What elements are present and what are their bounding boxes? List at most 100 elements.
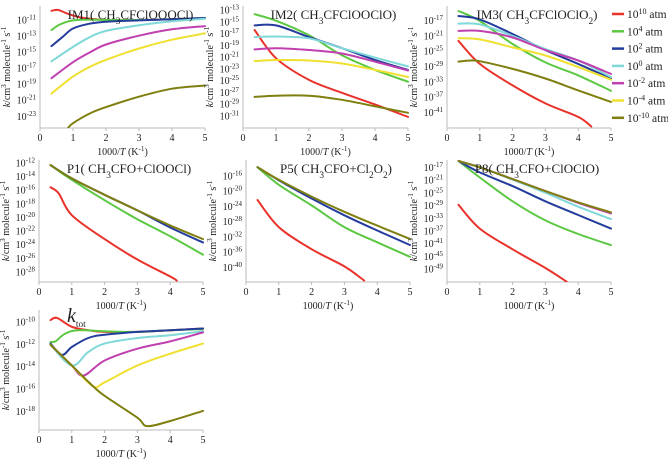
title-part: IM1( CH <box>68 7 116 22</box>
series-1e10-atm <box>49 186 178 282</box>
y-tick-exponent: -25 <box>434 186 444 194</box>
x-tick-label: 0 <box>241 133 246 144</box>
y-tick-exponent: -33 <box>434 212 444 220</box>
y-tick-label: 10-24 <box>223 200 243 213</box>
y-label-part: 3 <box>407 238 415 242</box>
x-tick-label: 3 <box>543 287 548 298</box>
y-tick-exponent: -49 <box>434 263 444 271</box>
y-tick-label: 10-17 <box>424 14 444 27</box>
legend-label: 102 atm <box>627 41 663 56</box>
y-label-part: molecule <box>409 199 420 239</box>
x-label-part: ) <box>551 301 554 312</box>
series-1e0-atm <box>49 330 204 367</box>
x-tick-label: 1 <box>276 287 281 298</box>
y-tick-label: 10-49 <box>424 263 444 276</box>
y-tick-label: 10-37 <box>424 91 444 104</box>
y-tick-base: 10 <box>16 186 26 197</box>
y-tick-label: 10-24 <box>16 238 36 251</box>
x-tick-label: 5 <box>201 435 206 446</box>
y-tick-exponent: -15 <box>27 46 37 54</box>
x-tick-label: 4 <box>168 287 173 298</box>
y-tick-label: 10-19 <box>17 78 37 91</box>
y-tick-exponent: -21 <box>434 29 444 37</box>
series-1e2-atm <box>49 327 204 356</box>
y-tick-label: 10-18 <box>16 405 36 418</box>
y-tick-exponent: -13 <box>230 4 240 12</box>
y-label-part: s <box>1 336 12 343</box>
title-part: ) <box>593 7 597 22</box>
y-tick-base: 10 <box>220 88 230 99</box>
x-tick-label: 2 <box>510 133 515 144</box>
y-tick-exponent: -36 <box>233 246 243 254</box>
y-tick-label: 10-13 <box>17 30 37 43</box>
y-tick-label: 10-32 <box>223 230 243 243</box>
legend-item: 102 atm <box>612 41 663 56</box>
y-tick-base: 10 <box>16 172 26 183</box>
series-1e4-atm <box>49 164 204 256</box>
x-tick-label: 3 <box>137 133 142 144</box>
x-tick-label: 2 <box>102 287 107 298</box>
series-1e10-atm <box>457 203 568 282</box>
y-tick-exponent: -37 <box>434 91 444 99</box>
title-part: O <box>374 161 383 176</box>
y-tick-label: 10-17 <box>17 62 37 75</box>
y-tick-base: 10 <box>16 199 26 210</box>
y-tick-base: 10 <box>424 252 434 263</box>
panel-title: P1( CH3CFO+ClOOCl) <box>67 161 191 181</box>
panel-p5: 0 1 2 3 4 510-1610-2010-2410-2810-3210-3610-4… <box>206 160 413 312</box>
y-tick-base: 10 <box>223 232 233 243</box>
y-tick-exponent: -26 <box>26 252 36 260</box>
y-tick-exponent: -12 <box>26 338 36 346</box>
y-tick-base: 10 <box>424 226 434 237</box>
y-tick-label: 10-29 <box>220 98 240 111</box>
y-tick-base: 10 <box>17 48 27 59</box>
x-tick-label: 3 <box>340 133 345 144</box>
y-tick-exponent: -28 <box>233 215 243 223</box>
y-tick-label: 10-19 <box>220 39 240 52</box>
y-tick-base: 10 <box>220 29 230 40</box>
x-label-part: 1000/ <box>300 147 323 158</box>
y-label-part: s <box>409 33 420 40</box>
y-tick-exponent: -17 <box>27 62 37 70</box>
legend-item: 104 atm <box>612 24 663 38</box>
y-tick-base: 10 <box>17 15 27 26</box>
title-part: CFO+Cl <box>324 161 369 176</box>
series-1e10-atm <box>256 199 366 282</box>
legend-label: 10-10 atm <box>627 110 668 125</box>
y-tick-base: 10 <box>223 202 233 213</box>
series-1e-10-atm <box>457 160 612 214</box>
legend-unit: atm <box>645 96 665 108</box>
y-tick-base: 10 <box>424 77 434 88</box>
y-label-part: s <box>409 187 420 194</box>
panel-p1: 0 1 2 3 4 510-1210-1410-1610-1810-2010-2210-2… <box>0 156 206 312</box>
title-part: P5( CH <box>280 161 319 176</box>
y-tick-label: 10-14 <box>16 170 36 183</box>
x-label-part: T <box>118 449 125 459</box>
x-tick-label: 0 <box>38 133 43 144</box>
x-tick-label: 3 <box>135 435 140 446</box>
x-tick-label: 1 <box>274 133 279 144</box>
y-tick-exponent: -21 <box>230 51 240 59</box>
legend-unit: atm <box>643 61 663 73</box>
y-tick-base: 10 <box>424 62 434 73</box>
y-tick-base: 10 <box>16 213 26 224</box>
series-1e-4-atm <box>457 37 612 81</box>
y-tick-exponent: -21 <box>434 174 444 182</box>
x-label-part: 1000/ <box>96 301 119 312</box>
y-tick-label: 10-20 <box>16 211 36 224</box>
y-axis-label: k/cm3 molecule-1 s-1 <box>0 26 13 107</box>
y-tick-exponent: -15 <box>230 15 240 23</box>
x-label-part: 1000/ <box>97 147 120 158</box>
y-tick-label: 10-10 <box>16 315 36 328</box>
y-label-part: /cm <box>1 242 12 257</box>
series-1e2-atm <box>457 160 612 230</box>
y-tick-base: 10 <box>424 239 434 250</box>
y-tick-label: 10-28 <box>223 215 243 228</box>
x-tick-label: 2 <box>307 133 312 144</box>
x-tick-label: 2 <box>104 133 109 144</box>
x-tick-label: 1 <box>71 133 76 144</box>
y-tick-exponent: -10 <box>26 315 36 323</box>
x-label-part: ) <box>145 147 148 158</box>
series-1e-10-atm <box>49 164 204 241</box>
